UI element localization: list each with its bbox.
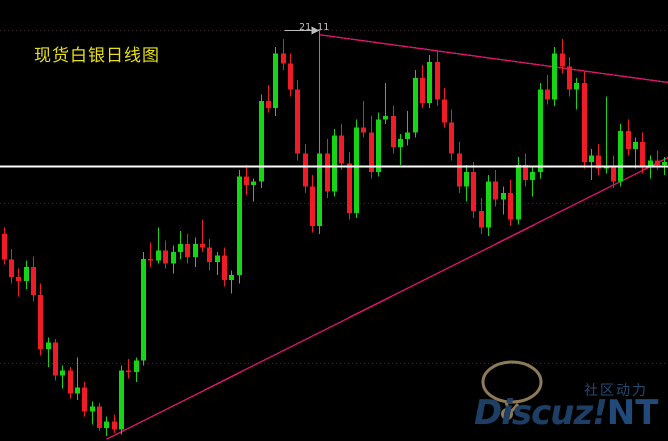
gridlines [0, 30, 668, 364]
watermark-brand: Discuz!NT [474, 396, 658, 430]
peak-price-label: 21.11 [299, 22, 330, 33]
discuz-watermark: 社区动力 Discuz!NT [474, 358, 664, 438]
peak-annotation-arrow [284, 26, 320, 35]
candlestick-series [2, 29, 667, 437]
speech-bubble-icon [481, 360, 543, 420]
watermark-cn-text: 社区动力 [584, 383, 648, 399]
page-title: 现货白银日线图 [34, 46, 160, 66]
watermark-brand-suffix: NT [606, 393, 659, 433]
watermark-brand-main: Discuz! [474, 393, 608, 433]
trendlines [106, 34, 668, 440]
